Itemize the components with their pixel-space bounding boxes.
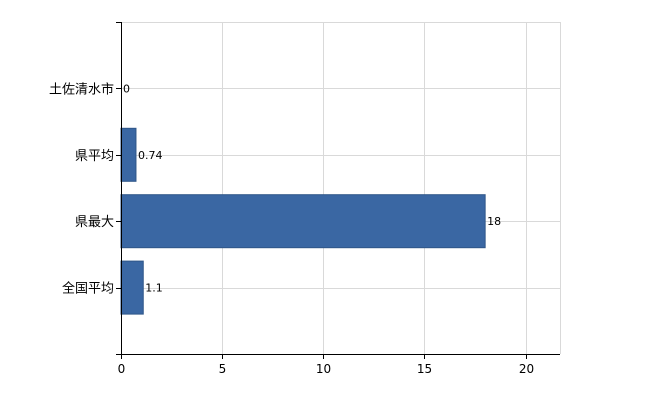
x-tick-label: 20 xyxy=(519,362,534,376)
x-tick-label: 15 xyxy=(417,362,432,376)
axis-layer xyxy=(116,22,560,359)
data-label: 0 xyxy=(123,82,130,95)
category-label: 全国平均 xyxy=(62,281,114,297)
bar-layer xyxy=(120,127,486,315)
bar xyxy=(120,260,144,315)
x-tick-label: 10 xyxy=(316,362,331,376)
data-label: 18 xyxy=(487,215,501,228)
bar xyxy=(120,127,137,182)
bar xyxy=(120,194,486,249)
data-label: 0.74 xyxy=(138,149,163,162)
category-label: 県最大 xyxy=(75,215,114,230)
category-label: 県平均 xyxy=(75,149,114,164)
x-tick-label: 0 xyxy=(118,362,126,376)
label-layer: 0 5 10 15 20 土佐清水市 0 県平均 0.74 県最大 18 全国平均 1.1 xyxy=(49,81,534,376)
category-label: 土佐清水市 xyxy=(49,81,114,97)
grid-layer xyxy=(121,22,561,354)
data-label: 1.1 xyxy=(145,282,163,295)
x-tick-label: 5 xyxy=(219,362,227,376)
